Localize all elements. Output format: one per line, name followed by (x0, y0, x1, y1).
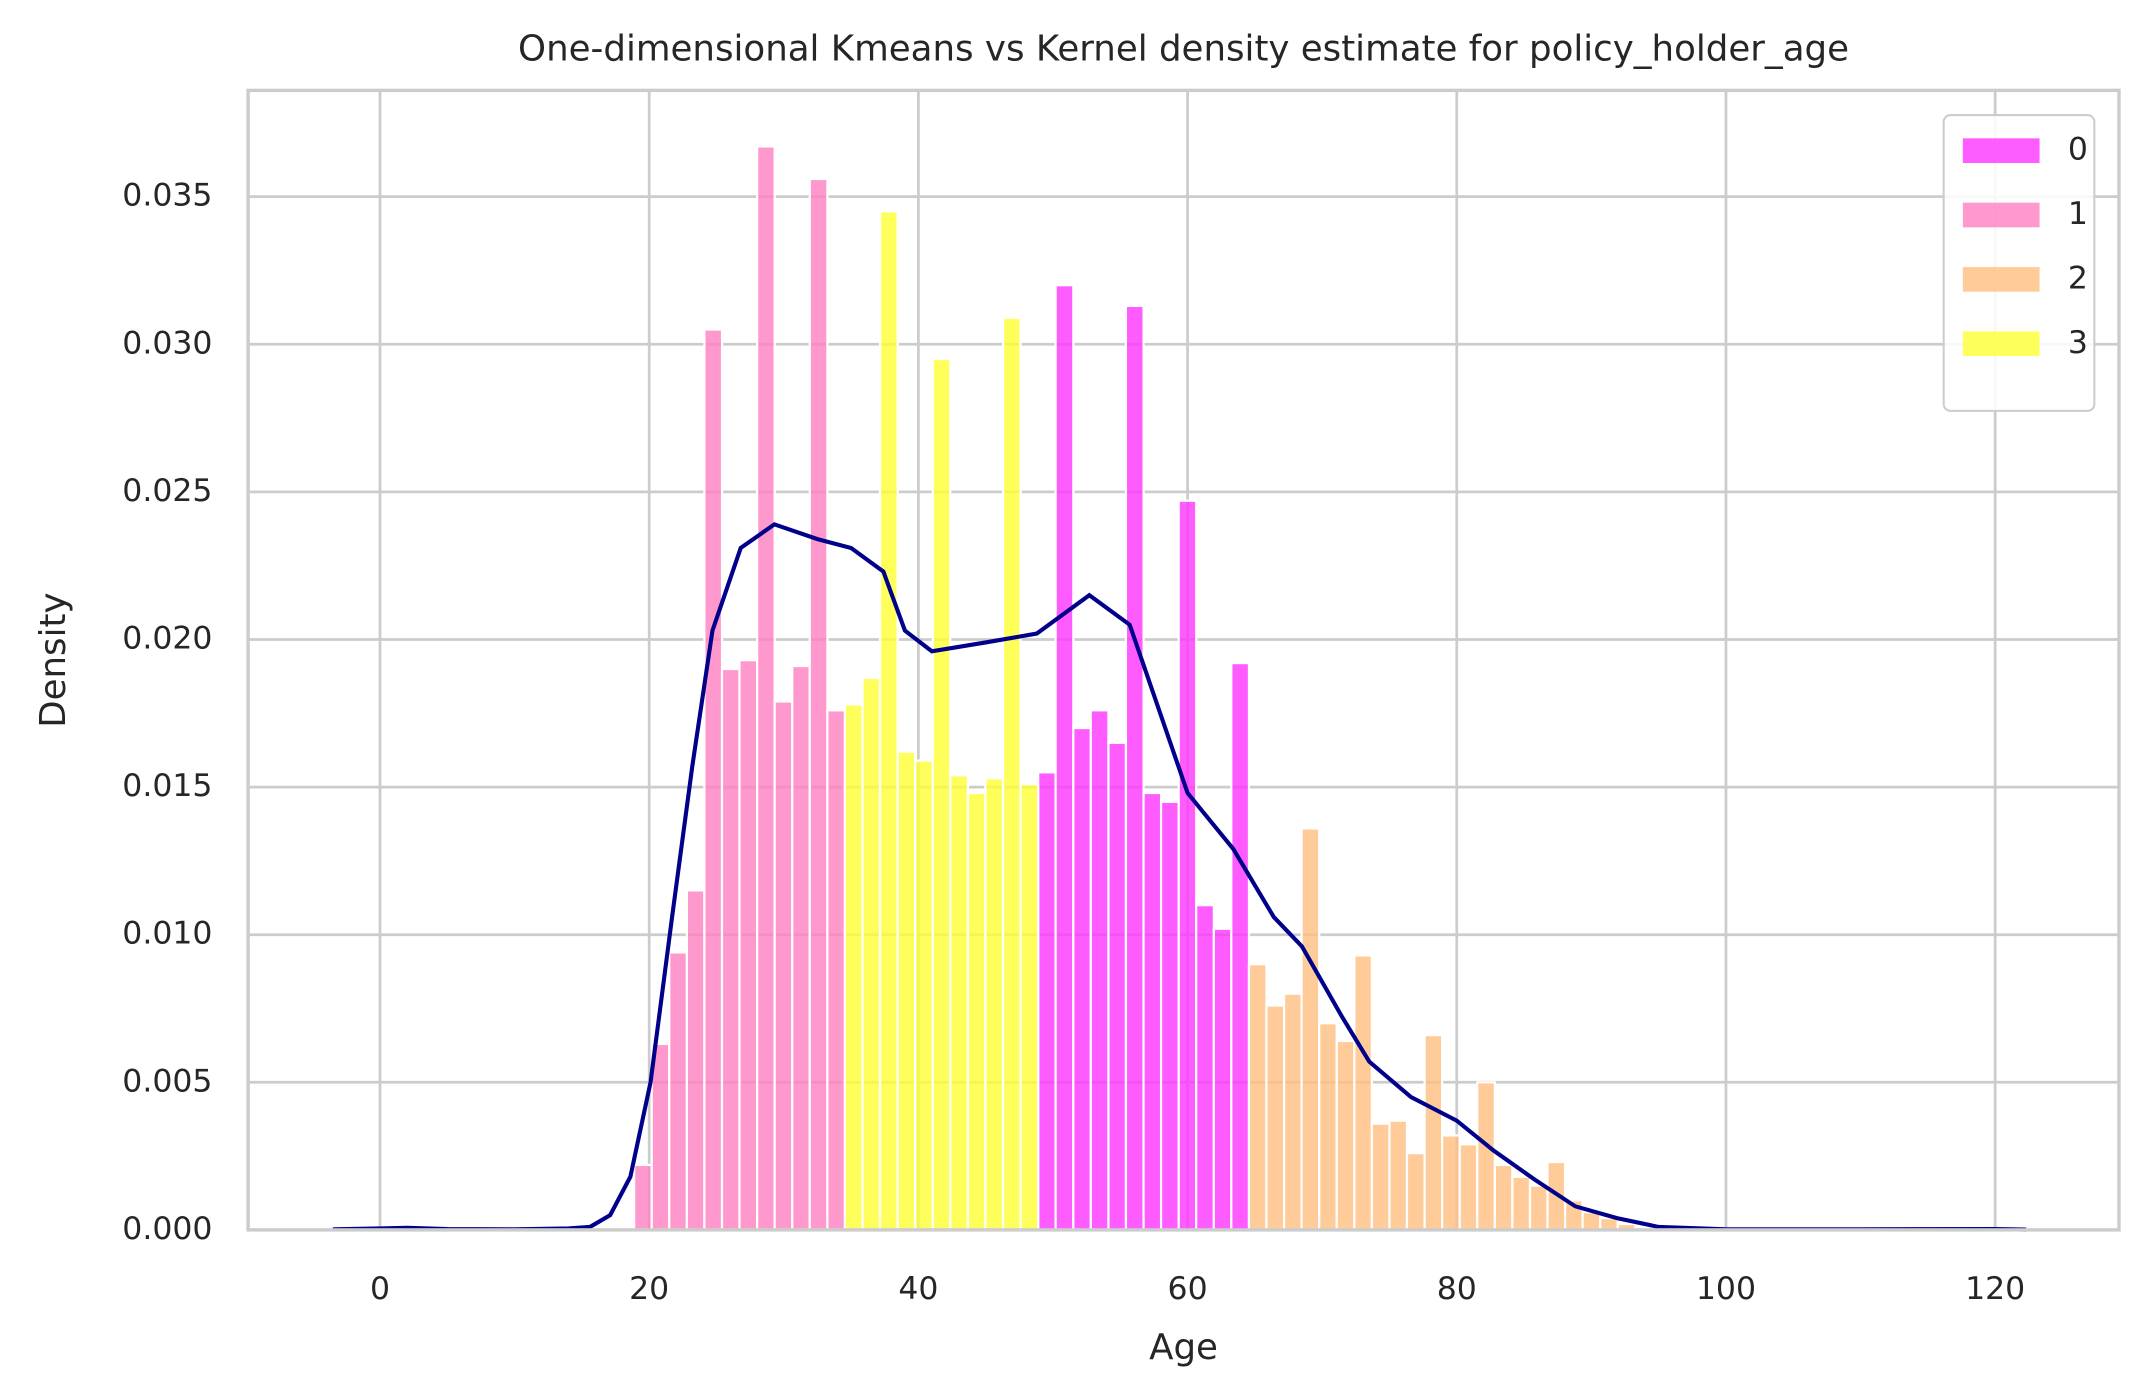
plot-frame (246, 88, 2121, 1232)
bar (791, 664, 811, 1232)
bar (738, 659, 759, 1232)
bar (826, 709, 846, 1232)
bar (1353, 954, 1373, 1232)
bar (1476, 1081, 1496, 1232)
bar (1195, 904, 1215, 1232)
bar (1072, 726, 1092, 1232)
bar (931, 357, 952, 1232)
bar (1037, 771, 1057, 1232)
bar (1159, 800, 1180, 1232)
bar (1230, 662, 1251, 1232)
y-tick-label: 0.015 (122, 768, 212, 804)
bar (1054, 284, 1075, 1232)
x-tick-label: 100 (1696, 1271, 1756, 1307)
legend-swatch (1962, 267, 2040, 292)
y-tick-label: 0.030 (122, 325, 212, 361)
bar (1370, 1122, 1391, 1232)
x-axis-label: Age (1149, 1327, 1218, 1368)
bar (1124, 304, 1145, 1232)
bar (720, 667, 741, 1232)
bar (878, 210, 899, 1232)
bar (1142, 791, 1163, 1232)
bar (1265, 1004, 1286, 1232)
bar (1493, 1163, 1514, 1232)
legend-swatch (1962, 138, 2040, 163)
x-tick-label: 120 (1965, 1271, 2025, 1307)
legend-swatch (1962, 331, 2040, 357)
bar (1441, 1134, 1461, 1232)
bar (914, 759, 934, 1232)
bar (1089, 709, 1110, 1232)
y-tick-label: 0.005 (122, 1063, 212, 1099)
bar (984, 777, 1005, 1232)
bar (1458, 1143, 1479, 1232)
x-tick-label: 20 (629, 1271, 669, 1307)
legend-label: 2 (2068, 260, 2088, 296)
legend-label: 3 (2068, 325, 2088, 361)
legend: 0 1 2 3 (1942, 114, 2096, 412)
bar (1212, 927, 1233, 1232)
y-axis-label: Density (33, 592, 74, 727)
bar (1528, 1184, 1549, 1232)
bar (1405, 1152, 1426, 1232)
bar (1599, 1217, 1619, 1232)
y-tick-label: 0.025 (122, 473, 212, 509)
bar (703, 328, 724, 1232)
legend-label: 0 (2068, 132, 2088, 168)
y-tick-label: 0.000 (122, 1211, 212, 1247)
bar (1282, 992, 1303, 1232)
bar (1423, 1033, 1444, 1232)
bar (1318, 1022, 1338, 1232)
y-tick-label: 0.010 (122, 916, 212, 952)
bar (668, 951, 688, 1232)
bar (1300, 827, 1321, 1232)
chart-title: One-dimensional Kmeans vs Kernel density… (518, 29, 1849, 70)
bar (1019, 783, 1040, 1232)
bar (966, 791, 987, 1232)
x-tick-label: 60 (1168, 1271, 1208, 1307)
bar (1511, 1175, 1532, 1232)
bar (1177, 499, 1198, 1232)
x-tick-label: 0 (370, 1271, 390, 1307)
x-tick-label: 40 (898, 1271, 938, 1307)
y-tick-label: 0.020 (122, 620, 212, 656)
grid (248, 90, 2119, 1232)
bar (1247, 963, 1268, 1232)
bar (861, 676, 882, 1232)
bar (843, 703, 864, 1232)
bar (650, 1042, 671, 1232)
bar (1335, 1039, 1356, 1232)
bar (949, 774, 970, 1232)
bar (773, 700, 794, 1232)
legend-swatch (1962, 202, 2040, 228)
kde-line (332, 522, 2027, 1232)
bar (685, 889, 706, 1232)
y-tick-label: 0.035 (122, 178, 212, 214)
bar (808, 177, 829, 1232)
bar (756, 145, 776, 1232)
bar (1107, 741, 1128, 1232)
bar (1581, 1211, 1602, 1232)
legend-label: 1 (2068, 196, 2088, 232)
bar (1001, 316, 1022, 1232)
bar (633, 1163, 653, 1232)
bar (896, 750, 917, 1232)
x-tick-label: 80 (1437, 1271, 1477, 1307)
bar (1388, 1119, 1409, 1232)
